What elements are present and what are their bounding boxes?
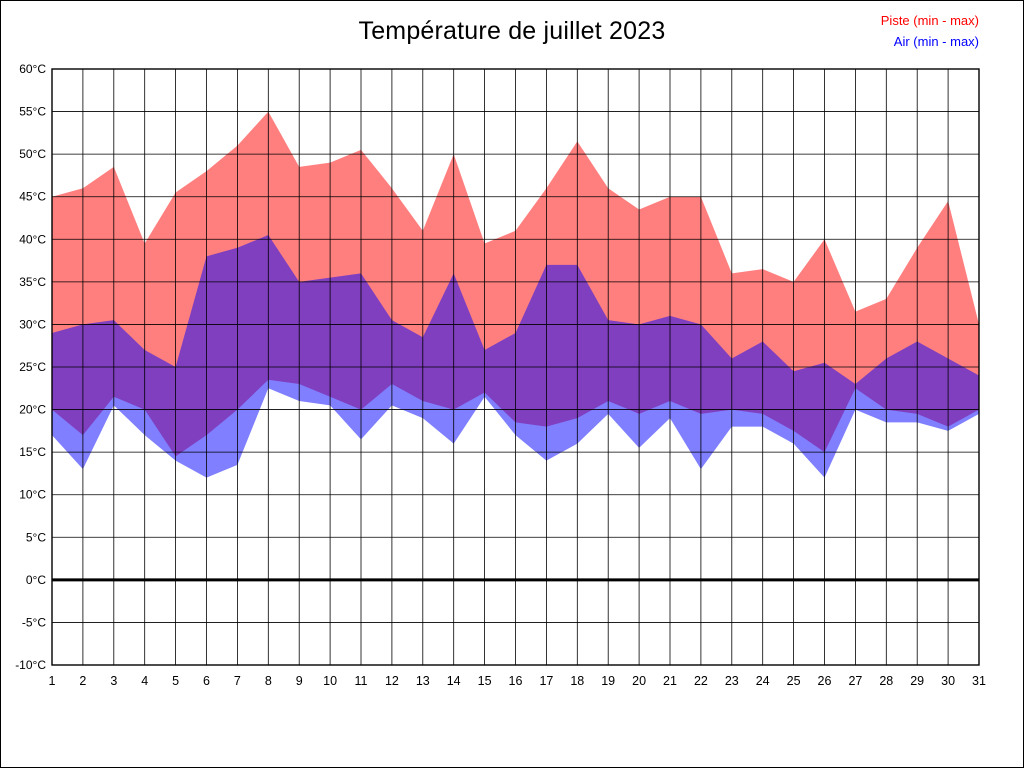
y-tick-label: 10°C [19,488,46,502]
x-tick-label: 27 [848,674,862,688]
x-tick-label: 13 [416,674,430,688]
x-tick-label: 11 [355,674,368,688]
y-tick-label: 5°C [26,530,46,544]
x-tick-label: 9 [296,674,303,688]
x-tick-label: 7 [234,674,241,688]
legend-item-air: Air (min - max) [893,34,979,49]
y-tick-label: 0°C [26,573,46,587]
y-tick-label: 35°C [19,275,46,289]
y-tick-label: 45°C [19,190,46,204]
chart-title: Température de juillet 2023 [358,17,666,45]
x-tick-label: 10 [323,674,337,688]
y-tick-label: 55°C [19,105,46,119]
x-tick-label: 16 [509,674,523,688]
y-tick-label: 30°C [19,317,46,331]
x-tick-label: 29 [910,674,924,688]
y-tick-label: 25°C [19,360,46,374]
y-tick-label: -5°C [22,615,46,629]
x-tick-label: 2 [79,674,86,688]
x-tick-label: 8 [265,674,272,688]
x-tick-label: 24 [756,674,770,688]
x-tick-label: 14 [447,674,461,688]
x-tick-label: 5 [172,674,179,688]
x-tick-label: 20 [632,674,646,688]
x-tick-label: 21 [663,674,677,688]
x-tick-label: 25 [787,674,801,688]
y-tick-label: 15°C [19,445,46,459]
x-tick-label: 23 [725,674,739,688]
x-tick-label: 1 [49,674,56,688]
y-tick-label: 50°C [19,147,46,161]
x-tick-label: 19 [601,674,615,688]
x-tick-label: 22 [694,674,708,688]
x-tick-label: 28 [879,674,893,688]
x-tick-label: 12 [385,674,399,688]
y-tick-label: 60°C [19,62,46,76]
x-tick-label: 17 [539,674,553,688]
x-tick-label: 26 [818,674,832,688]
legend-item-piste: Piste (min - max) [880,13,979,28]
x-tick-label: 18 [570,674,584,688]
y-tick-label: 40°C [19,232,46,246]
x-tick-label: 3 [110,674,117,688]
x-tick-label: 31 [972,674,986,688]
x-tick-label: 15 [478,674,492,688]
x-tick-label: 4 [141,674,148,688]
x-tick-label: 30 [941,674,955,688]
x-tick-label: 6 [203,674,210,688]
y-tick-label: -10°C [15,658,46,672]
y-tick-label: 20°C [19,403,46,417]
legend: Piste (min - max) Air (min - max) [881,10,979,52]
